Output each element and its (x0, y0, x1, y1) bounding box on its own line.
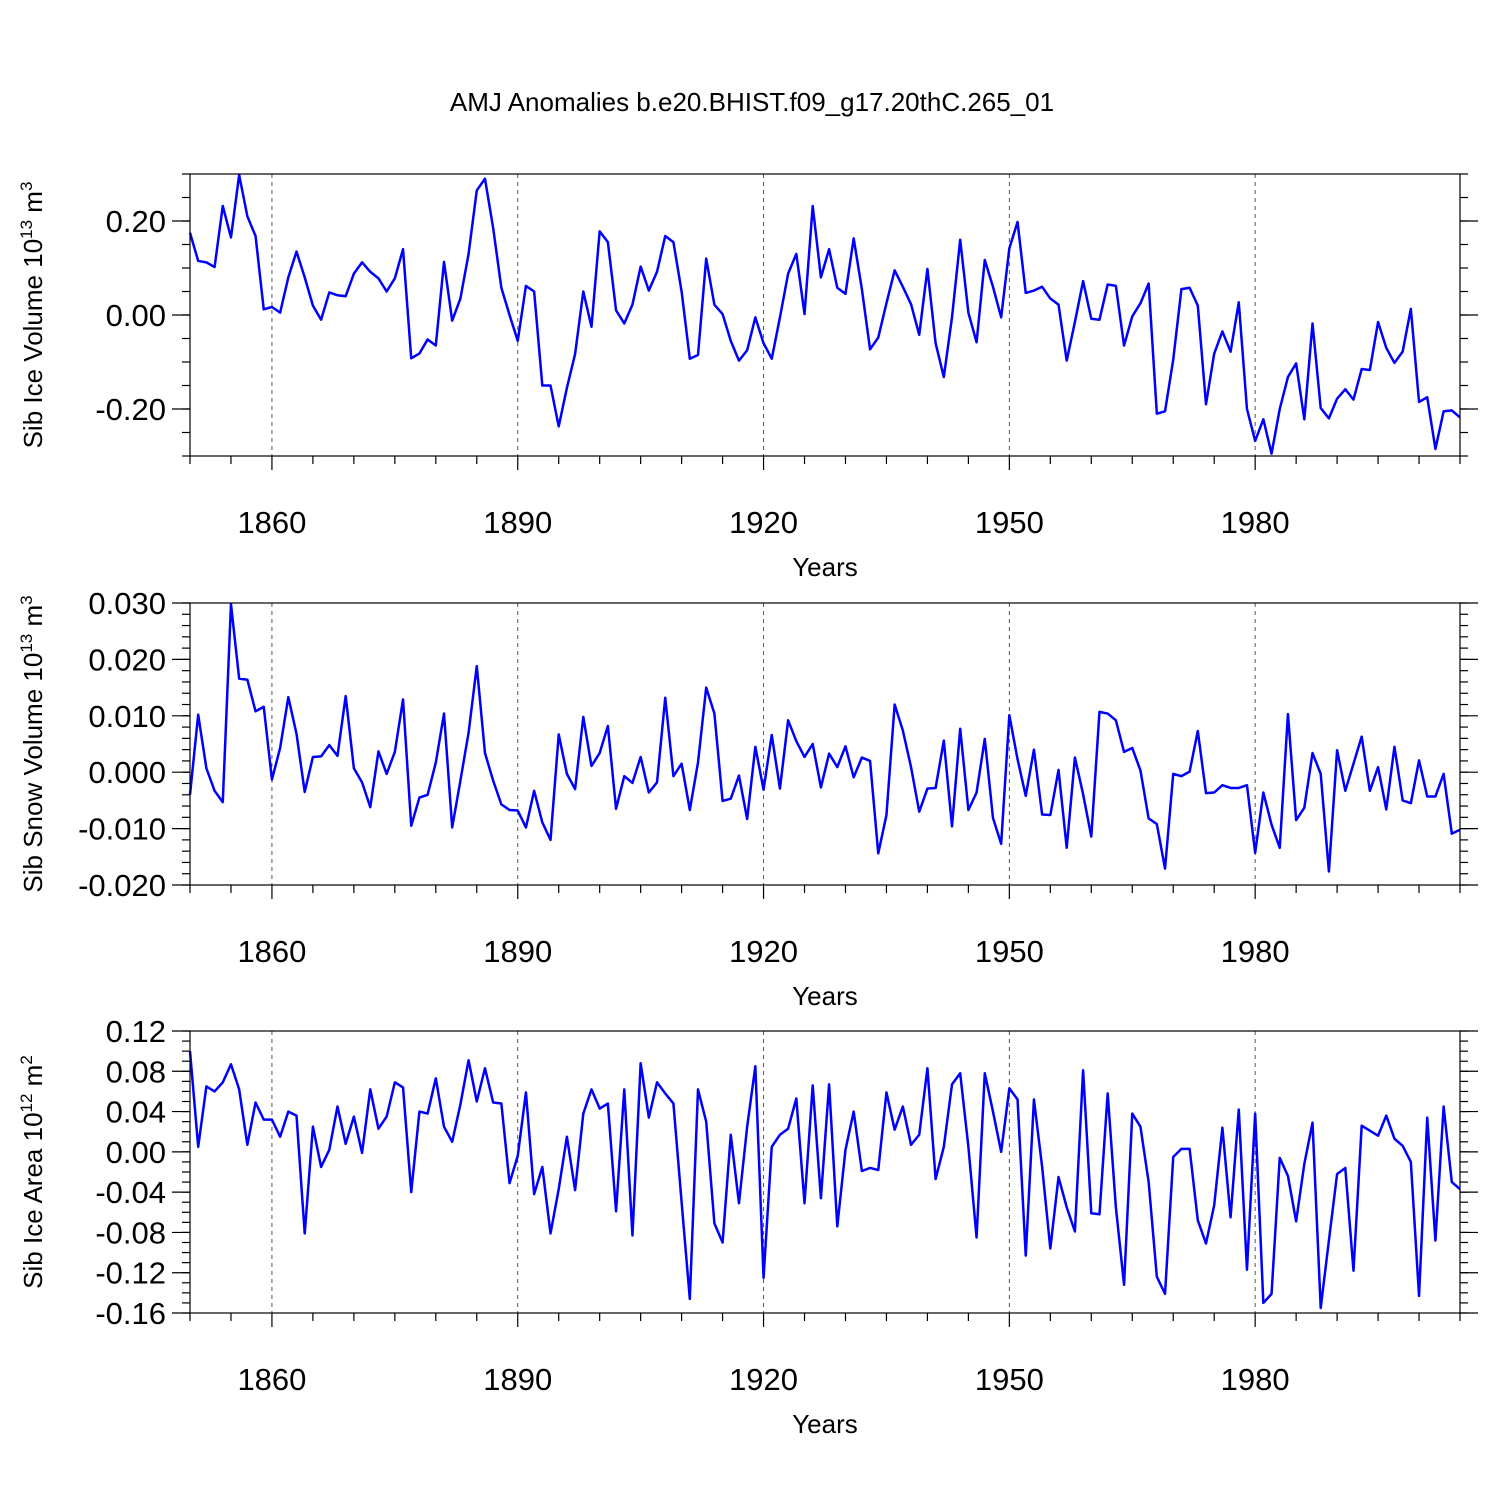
y-tick-label: -0.12 (95, 1256, 166, 1291)
x-tick-label: 1950 (975, 505, 1044, 540)
x-tick-label: 1980 (1221, 1362, 1290, 1397)
x-tick-label: 1980 (1221, 505, 1290, 540)
chart-panel-3: 1860 1890 1920 1950 1980 Years -0.16 -0.12 -0.08… (17, 1014, 1478, 1439)
chart-panel-1: 1860 1890 1920 1950 1980 Years -0.20 0.00 0.20 Si… (17, 173, 1478, 582)
y-tick-label: 0.010 (88, 699, 166, 734)
y-tick-label: 0.08 (106, 1054, 166, 1089)
y-axis-label-exponent: 13 (17, 634, 36, 653)
y-tick-label: 0.20 (106, 204, 166, 239)
y-tick-label: 0.00 (106, 298, 166, 333)
y-axis-label-unit-exponent: 2 (17, 1055, 36, 1064)
y-axis-label-main: Sib Ice Area 10 (18, 1112, 48, 1288)
y-axis-label-unit: m (18, 191, 48, 220)
y-axis-label: Sib Snow Volume 1013 m3 (17, 595, 48, 892)
y-tick-label: -0.20 (95, 392, 166, 427)
plot-frame (189, 173, 1461, 457)
plot-frame (189, 1030, 1461, 1314)
y-tick-label: -0.020 (78, 868, 166, 903)
x-axis-label: Years (792, 1409, 858, 1439)
chart-panel-2: 1860 1890 1920 1950 1980 Years -0.020 -0.010 0.0… (17, 586, 1478, 1011)
x-tick-label: 1920 (729, 934, 798, 969)
plot-frame (189, 602, 1461, 886)
x-tick-label: 1920 (729, 505, 798, 540)
series-line (188, 602, 1461, 873)
x-tick-label: 1890 (483, 934, 552, 969)
y-axis-label: Sib Ice Volume 1013 m3 (17, 182, 48, 449)
x-tick-label: 1980 (1221, 934, 1290, 969)
series-line (188, 173, 1461, 455)
y-tick-label: 0.12 (106, 1014, 166, 1049)
x-tick-label: 1890 (483, 1362, 552, 1397)
y-axis-label-main: Sib Ice Volume 10 (18, 239, 48, 449)
y-tick-label: -0.010 (78, 812, 166, 847)
y-tick-label: 0.020 (88, 642, 166, 677)
y-axis-label-main: Sib Snow Volume 10 (18, 653, 48, 893)
x-tick-label: 1860 (237, 934, 306, 969)
x-tick-label: 1890 (483, 505, 552, 540)
y-tick-label: 0.04 (106, 1095, 166, 1130)
x-tick-label: 1950 (975, 934, 1044, 969)
figure-title: AMJ Anomalies b.e20.BHIST.f09_g17.20thC.… (450, 87, 1054, 117)
y-axis-label-unit-exponent: 3 (17, 182, 36, 191)
y-tick-label: 0.030 (88, 586, 166, 621)
x-tick-label: 1950 (975, 1362, 1044, 1397)
x-tick-label: 1860 (237, 505, 306, 540)
y-axis-label-unit-exponent: 3 (17, 595, 36, 604)
series-line (188, 1051, 1461, 1310)
x-tick-label: 1920 (729, 1362, 798, 1397)
y-tick-label: -0.16 (95, 1296, 166, 1331)
y-axis-label-unit: m (18, 605, 48, 634)
y-axis-label-exponent: 12 (17, 1094, 36, 1113)
x-axis-label: Years (792, 981, 858, 1011)
y-axis-label-exponent: 13 (17, 220, 36, 239)
x-tick-label: 1860 (237, 1362, 306, 1397)
y-axis-label: Sib Ice Area 1012 m2 (17, 1055, 48, 1289)
y-axis-label-unit: m (18, 1065, 48, 1094)
y-tick-label: -0.04 (95, 1175, 166, 1210)
y-tick-label: -0.08 (95, 1215, 166, 1250)
y-tick-label: 0.00 (106, 1135, 166, 1170)
x-axis-label: Years (792, 552, 858, 582)
y-tick-label: 0.000 (88, 755, 166, 790)
